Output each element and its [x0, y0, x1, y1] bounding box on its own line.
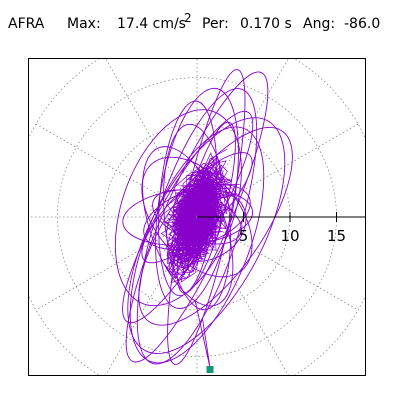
max-label: Max:	[67, 16, 101, 32]
max-unit-exponent: 2	[184, 11, 192, 25]
max-value: 17.4 cm/s	[117, 16, 186, 32]
orbit-loop-5	[114, 109, 242, 307]
tick-label-10: 10	[280, 227, 299, 245]
peak-marker	[206, 366, 214, 373]
peak-markers	[206, 366, 214, 373]
angle-label: Ang:	[303, 16, 336, 32]
orbit-loop-8	[142, 146, 234, 307]
angle-value: -86.0	[344, 16, 381, 32]
tick-labels: 5 10 15	[239, 227, 346, 245]
station-name: AFRA	[8, 16, 45, 32]
orbit-trace	[114, 69, 293, 368]
radial-axis	[197, 212, 365, 222]
tick-label-5: 5	[239, 227, 249, 245]
period-value: 0.170 s	[240, 16, 292, 32]
period-label: Per:	[202, 16, 229, 32]
orbit-loop-0	[125, 71, 269, 363]
orbit-peak-spike	[194, 300, 211, 368]
tick-label-15: 15	[327, 227, 346, 245]
header-bar: AFRA Max: 17.4 cm/s 2 Per: 0.170 s Ang: …	[0, 0, 400, 42]
